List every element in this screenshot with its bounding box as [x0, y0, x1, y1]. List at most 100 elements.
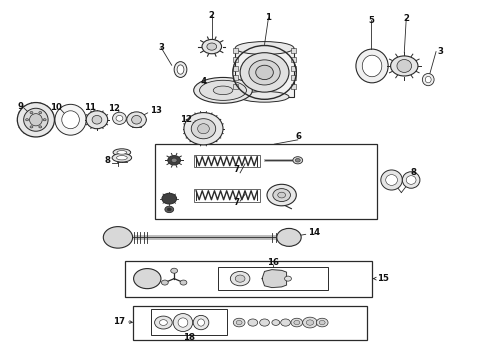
Circle shape: [294, 320, 300, 325]
Circle shape: [278, 192, 286, 198]
Circle shape: [277, 228, 301, 246]
Bar: [292, 66, 296, 71]
Text: 3: 3: [158, 43, 164, 52]
Ellipse shape: [256, 65, 273, 80]
Ellipse shape: [397, 59, 412, 72]
Ellipse shape: [177, 65, 184, 74]
Bar: [233, 57, 238, 62]
Text: 12: 12: [180, 114, 192, 123]
Circle shape: [293, 157, 303, 164]
Circle shape: [39, 112, 42, 114]
Circle shape: [162, 193, 176, 204]
Circle shape: [30, 112, 33, 114]
Bar: [151, 309, 227, 335]
Circle shape: [319, 320, 325, 325]
Ellipse shape: [386, 175, 397, 185]
Circle shape: [180, 280, 187, 285]
Circle shape: [267, 184, 296, 206]
Circle shape: [168, 156, 180, 165]
Circle shape: [161, 280, 168, 285]
Circle shape: [236, 320, 242, 325]
Bar: [292, 57, 296, 62]
Ellipse shape: [184, 113, 223, 145]
Circle shape: [306, 320, 314, 325]
Ellipse shape: [174, 62, 187, 77]
Text: 3: 3: [437, 47, 443, 56]
Circle shape: [171, 158, 177, 162]
Ellipse shape: [113, 112, 126, 125]
Ellipse shape: [406, 176, 416, 184]
Bar: [194, 155, 260, 167]
Bar: [155, 144, 377, 220]
Circle shape: [155, 316, 172, 329]
Ellipse shape: [127, 112, 147, 128]
Bar: [194, 189, 260, 202]
Circle shape: [273, 189, 291, 202]
Circle shape: [202, 40, 221, 54]
Ellipse shape: [132, 116, 142, 124]
Ellipse shape: [249, 60, 280, 85]
Bar: [125, 261, 372, 297]
Ellipse shape: [381, 170, 402, 190]
Text: 17: 17: [113, 317, 125, 326]
Circle shape: [103, 226, 133, 248]
Ellipse shape: [191, 119, 216, 139]
Ellipse shape: [235, 41, 294, 54]
Text: 6: 6: [296, 132, 302, 141]
Ellipse shape: [173, 314, 193, 332]
Text: 10: 10: [50, 103, 62, 112]
Ellipse shape: [178, 318, 188, 327]
Ellipse shape: [197, 124, 209, 134]
Ellipse shape: [86, 111, 108, 129]
Circle shape: [159, 320, 167, 325]
Ellipse shape: [425, 76, 431, 83]
Text: 7: 7: [233, 166, 239, 175]
Bar: [218, 267, 328, 290]
Circle shape: [134, 269, 161, 289]
Circle shape: [303, 317, 318, 328]
Ellipse shape: [117, 156, 127, 160]
Text: 4: 4: [200, 77, 206, 86]
Ellipse shape: [29, 114, 42, 126]
Bar: [292, 75, 296, 80]
Circle shape: [207, 43, 217, 50]
Circle shape: [165, 206, 173, 213]
Circle shape: [25, 119, 28, 121]
Ellipse shape: [402, 172, 420, 188]
Bar: [233, 75, 238, 80]
Polygon shape: [262, 270, 287, 288]
Text: 2: 2: [403, 14, 409, 23]
Bar: [133, 306, 367, 339]
Ellipse shape: [422, 73, 434, 86]
Circle shape: [260, 319, 270, 326]
Ellipse shape: [240, 53, 289, 92]
Ellipse shape: [113, 149, 131, 156]
Circle shape: [317, 318, 328, 327]
Ellipse shape: [194, 77, 252, 103]
Circle shape: [43, 119, 46, 121]
Bar: [235, 48, 294, 97]
Circle shape: [167, 208, 171, 211]
Text: 18: 18: [183, 333, 195, 342]
Circle shape: [391, 56, 418, 76]
Ellipse shape: [240, 91, 289, 102]
Ellipse shape: [356, 49, 388, 83]
Ellipse shape: [24, 108, 48, 131]
Circle shape: [230, 271, 250, 286]
Ellipse shape: [193, 315, 209, 330]
Ellipse shape: [112, 153, 132, 162]
Ellipse shape: [55, 104, 86, 135]
Circle shape: [295, 158, 300, 162]
Circle shape: [248, 319, 258, 326]
Ellipse shape: [92, 116, 102, 124]
Text: 11: 11: [84, 103, 96, 112]
Circle shape: [285, 276, 292, 281]
Bar: [292, 48, 296, 53]
Circle shape: [171, 268, 177, 273]
Text: 2: 2: [209, 10, 215, 19]
Circle shape: [39, 126, 42, 128]
Ellipse shape: [17, 103, 54, 137]
Text: 8: 8: [104, 157, 110, 166]
Circle shape: [291, 318, 303, 327]
Ellipse shape: [199, 80, 246, 100]
